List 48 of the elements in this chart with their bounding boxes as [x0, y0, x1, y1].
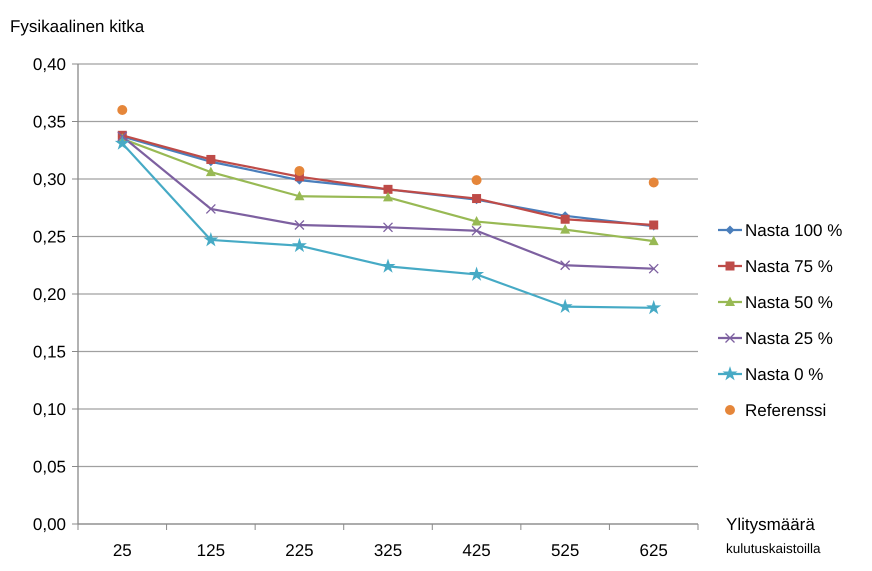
- point: [117, 105, 128, 115]
- point: [206, 166, 216, 176]
- point: [560, 224, 570, 234]
- y-tick-label: 0,40: [32, 54, 66, 74]
- point: [382, 222, 394, 232]
- point: [294, 220, 305, 230]
- x-axis-title: Ylitysmäärä kulutuskaistoilla: [726, 515, 822, 556]
- point: [560, 214, 570, 224]
- y-axis-title: Fysikaalinen kitka: [10, 17, 145, 36]
- point: [292, 238, 307, 252]
- point: [206, 204, 216, 214]
- y-tick-label: 0,10: [32, 400, 66, 419]
- point: [646, 300, 662, 314]
- legend-label: Referenssi: [745, 400, 826, 420]
- point: [648, 177, 659, 188]
- x-tick-label: 125: [196, 541, 226, 560]
- point: [203, 232, 218, 246]
- legend-label: Nasta 0 %: [745, 364, 824, 384]
- point: [558, 298, 573, 314]
- y-tick-label: 0,25: [32, 227, 66, 246]
- point: [206, 154, 216, 164]
- y-tick-label: 0,20: [32, 284, 66, 304]
- point: [560, 260, 570, 270]
- point: [383, 192, 393, 202]
- point: [114, 135, 130, 150]
- point: [472, 216, 482, 226]
- x-tick-label: 525: [550, 541, 580, 560]
- legend-label: Nasta 75 %: [745, 256, 833, 276]
- legend-label: Nasta 100 %: [745, 220, 842, 240]
- point: [648, 264, 659, 274]
- point: [294, 190, 304, 200]
- point: [472, 175, 482, 186]
- y-tick-label: 0,35: [32, 112, 66, 132]
- x-tick-label: 425: [462, 541, 491, 560]
- y-tick-label: 0,05: [32, 457, 66, 476]
- point: [471, 226, 482, 236]
- point: [648, 236, 659, 246]
- y-tick-label: 0,30: [32, 170, 66, 189]
- x-tick-label: 25: [112, 541, 132, 560]
- x-tick-label: 325: [374, 541, 402, 560]
- legend-label: Nasta 50 %: [745, 292, 833, 312]
- x-tick-label: 225: [285, 541, 314, 560]
- point: [469, 266, 484, 281]
- y-tick-label: 0,00: [32, 514, 66, 534]
- x-tick-label: 625: [640, 541, 668, 560]
- y-tick-label: 0,15: [32, 342, 66, 362]
- point: [294, 166, 304, 176]
- legend-label: Nasta 25 %: [745, 328, 833, 348]
